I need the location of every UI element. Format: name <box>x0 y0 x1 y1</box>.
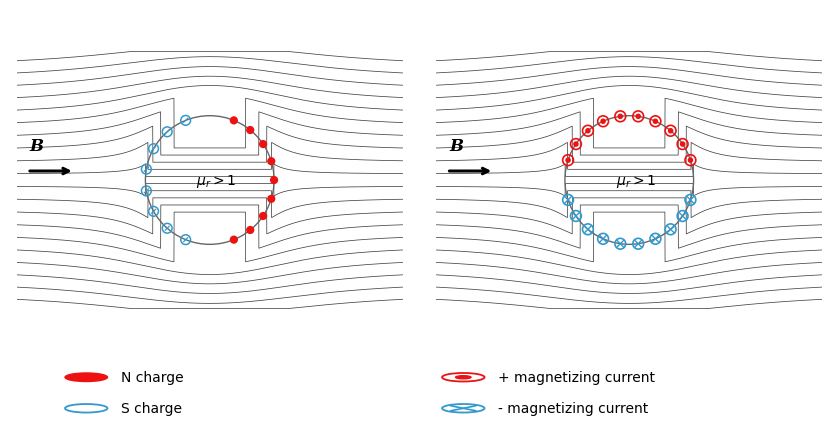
Circle shape <box>601 120 605 124</box>
Circle shape <box>259 212 267 221</box>
Circle shape <box>230 236 238 244</box>
Text: + magnetizing current: + magnetizing current <box>498 370 655 384</box>
Text: B: B <box>29 138 44 155</box>
Text: N charge: N charge <box>121 370 184 384</box>
Text: B: B <box>449 138 463 155</box>
Circle shape <box>270 176 279 185</box>
Text: $\mu_r > 1$: $\mu_r > 1$ <box>196 172 237 189</box>
Circle shape <box>566 159 571 163</box>
Circle shape <box>586 129 590 133</box>
Circle shape <box>267 195 275 203</box>
Circle shape <box>65 373 107 382</box>
Text: - magnetizing current: - magnetizing current <box>498 401 649 415</box>
Circle shape <box>267 158 275 166</box>
Text: S charge: S charge <box>121 401 182 415</box>
Circle shape <box>230 117 238 125</box>
Circle shape <box>680 143 685 147</box>
Circle shape <box>246 126 254 135</box>
Circle shape <box>246 226 254 235</box>
Circle shape <box>636 115 640 119</box>
Circle shape <box>688 159 692 163</box>
Text: $\mu_r > 1$: $\mu_r > 1$ <box>616 172 656 189</box>
Circle shape <box>618 115 623 119</box>
Circle shape <box>574 143 578 147</box>
Circle shape <box>456 376 471 379</box>
Circle shape <box>669 129 673 133</box>
Circle shape <box>259 141 267 149</box>
Circle shape <box>654 120 658 124</box>
